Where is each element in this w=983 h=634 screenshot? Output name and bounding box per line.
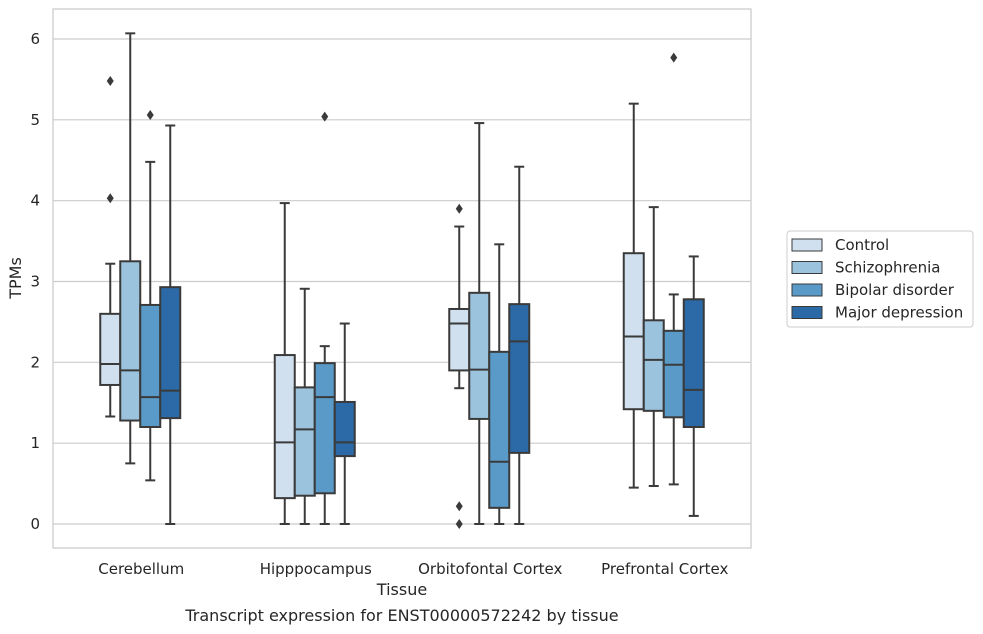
y-tick-label: 1	[30, 434, 40, 452]
box-outlier	[321, 111, 329, 122]
box	[488, 243, 511, 525]
box-iqr	[313, 362, 336, 495]
box	[119, 32, 142, 465]
legend-swatch	[791, 306, 823, 319]
box-iqr	[333, 400, 356, 458]
x-tick-label: Prefrontal Cortex	[601, 560, 728, 578]
box-iqr	[468, 291, 491, 420]
box	[159, 124, 182, 525]
legend-swatch	[791, 261, 823, 274]
y-tick-label: 6	[30, 30, 40, 48]
box-iqr	[273, 354, 296, 500]
legend-swatch	[791, 283, 823, 297]
legend-frame	[786, 230, 974, 328]
legend-label: Bipolar disorder	[835, 281, 955, 299]
x-tick-label: Cerebellum	[98, 560, 184, 578]
chart-caption: Transcript expression for ENST0000057224…	[184, 606, 618, 625]
box-iqr	[293, 386, 316, 497]
legend-label: Control	[835, 236, 889, 254]
box-outlier	[670, 52, 678, 63]
box	[508, 165, 531, 525]
box-iqr	[508, 303, 531, 454]
box-plot-series	[99, 32, 705, 529]
y-tick-label: 2	[30, 353, 40, 371]
box-iqr	[662, 329, 685, 419]
box-outlier	[455, 203, 463, 214]
plot-area-frame	[52, 8, 752, 549]
box	[662, 52, 685, 486]
box-iqr	[642, 319, 665, 412]
box-outlier	[146, 109, 154, 120]
box	[682, 255, 705, 517]
box-iqr	[159, 286, 182, 420]
box-iqr	[622, 252, 645, 411]
box-iqr	[448, 307, 471, 372]
box-iqr	[682, 298, 705, 428]
box-iqr	[488, 350, 511, 509]
y-tick-label: 0	[30, 515, 40, 533]
box	[468, 122, 491, 525]
box	[333, 322, 356, 525]
y-tick-label: 5	[30, 111, 40, 129]
x-tick-label: Hipppocampus	[260, 560, 372, 578]
box	[622, 102, 645, 489]
legend-label: Schizophrenia	[835, 259, 940, 277]
legend: Control Schizophrenia Bipolar disorder Majo…	[786, 230, 974, 328]
y-tick-label: 3	[30, 273, 40, 291]
box-outlier	[455, 501, 463, 512]
box	[273, 202, 296, 525]
legend-label: Major depression	[835, 304, 963, 322]
x-axis-label: Tissue	[376, 580, 427, 599]
box-iqr	[119, 260, 142, 422]
x-tick-labels: Cerebellum Hipppocampus Orbitofontal Corte…	[98, 560, 728, 578]
box	[99, 76, 122, 418]
y-tick-label: 4	[30, 192, 40, 210]
box-outlier	[106, 193, 114, 204]
legend-swatch	[791, 238, 823, 252]
box-outlier	[455, 519, 463, 529]
y-axis-label: TPMs	[6, 257, 25, 300]
box-iqr	[99, 312, 122, 386]
y-tick-labels: 0 1 2 3 4 5 6	[30, 30, 40, 533]
box-iqr	[139, 303, 162, 429]
box-outlier	[106, 76, 114, 87]
box	[642, 206, 665, 488]
x-tick-label: Orbitofontal Cortex	[418, 560, 562, 578]
